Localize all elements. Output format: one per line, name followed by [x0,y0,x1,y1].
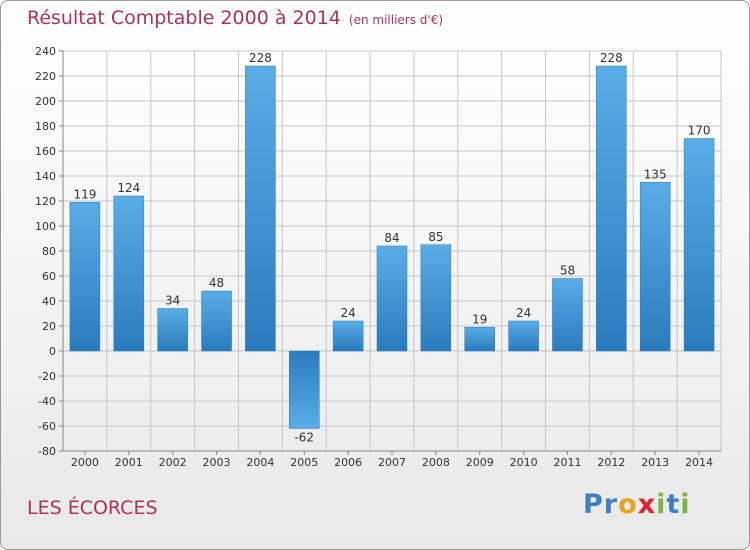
bar-2014 [683,138,715,352]
y-tick-label: 180 [35,120,56,133]
bar-2006 [332,320,364,352]
bar-2003 [201,290,232,352]
data-label-2008: 85 [428,230,443,244]
y-tick-label: 200 [35,95,56,108]
x-tick-label: 2005 [290,456,318,469]
logo-letter: o [618,489,638,520]
y-tick-label: 40 [42,295,56,308]
data-label-2005: -62 [294,431,314,445]
y-tick-label: 60 [42,270,56,283]
bar-2008 [420,244,452,352]
data-label-2002: 34 [165,294,180,308]
bars [69,65,715,429]
bar-2004 [245,65,276,352]
chart-unit-label: (en milliers d'€) [348,13,444,27]
x-tick-label: 2013 [641,456,669,469]
x-tick-label: 2003 [203,456,231,469]
y-tick-label: 140 [35,170,56,183]
y-tick-label: -80 [38,445,56,458]
y-tick-label: 100 [35,220,56,233]
bar-2000 [69,202,101,352]
data-label-2011: 58 [560,264,575,278]
y-tick-label: 80 [42,245,56,258]
x-tick-label: 2011 [553,456,581,469]
data-label-2001: 124 [117,181,140,195]
y-tick-label: 160 [35,145,56,158]
commune-name: LES ÉCORCES [27,497,158,519]
logo-letter: i [680,489,691,520]
chart-title: Résultat Comptable 2000 à 2014 (en millie… [27,7,443,29]
x-tick-label: 2008 [422,456,450,469]
data-label-2003: 48 [209,276,224,290]
logo-letter: x [637,489,657,520]
bar-2012 [596,65,627,352]
x-tick-label: 2000 [71,456,99,469]
bar-2013 [639,182,671,352]
y-tick-label: 120 [35,195,56,208]
y-tick-label: 0 [49,345,56,358]
data-label-2009: 19 [472,312,487,326]
data-label-2013: 135 [644,167,667,181]
y-tick-label: 220 [35,70,56,83]
y-tick-label: -40 [38,395,56,408]
bar-2011 [552,278,583,352]
data-label-2000: 119 [73,187,96,201]
bar-2001 [113,195,145,352]
logo-letter: r [603,489,619,520]
x-tick-label: 2007 [378,456,406,469]
logo-letter: P [583,489,604,520]
data-label-2012: 228 [600,51,623,65]
y-tick-label: -20 [38,370,56,383]
x-tick-label: 2009 [466,456,494,469]
bar-2005 [289,350,320,429]
data-label-2006: 24 [340,306,355,320]
x-tick-label: 2012 [597,456,625,469]
bar-2002 [157,308,188,352]
proxiti-logo: Proxiti [583,489,691,520]
x-tick-label: 2001 [115,456,143,469]
y-tick-label: 20 [42,320,56,333]
bar-2009 [464,327,495,352]
logo-letter: i [656,489,667,520]
x-tick-label: 2014 [685,456,713,469]
y-tick-label: 240 [35,45,56,58]
data-label-2010: 24 [516,306,531,320]
data-labels: 119 124 34 48 228 -62 24 84 85 19 24 58 228 135 170 [73,51,710,445]
axes: -80-60-40-200204060801001201401601802002… [35,45,721,469]
bar-2010 [508,320,539,352]
y-tick-label: -60 [38,420,56,433]
x-tick-label: 2010 [510,456,538,469]
data-label-2014: 170 [688,124,711,138]
logo-letter: t [666,489,681,520]
x-tick-label: 2002 [159,456,187,469]
bar-2007 [376,245,408,352]
x-tick-label: 2004 [246,456,274,469]
data-label-2004: 228 [249,51,272,65]
x-tick-label: 2006 [334,456,362,469]
chart-title-text: Résultat Comptable 2000 à 2014 [27,7,341,29]
data-label-2007: 84 [384,231,399,245]
